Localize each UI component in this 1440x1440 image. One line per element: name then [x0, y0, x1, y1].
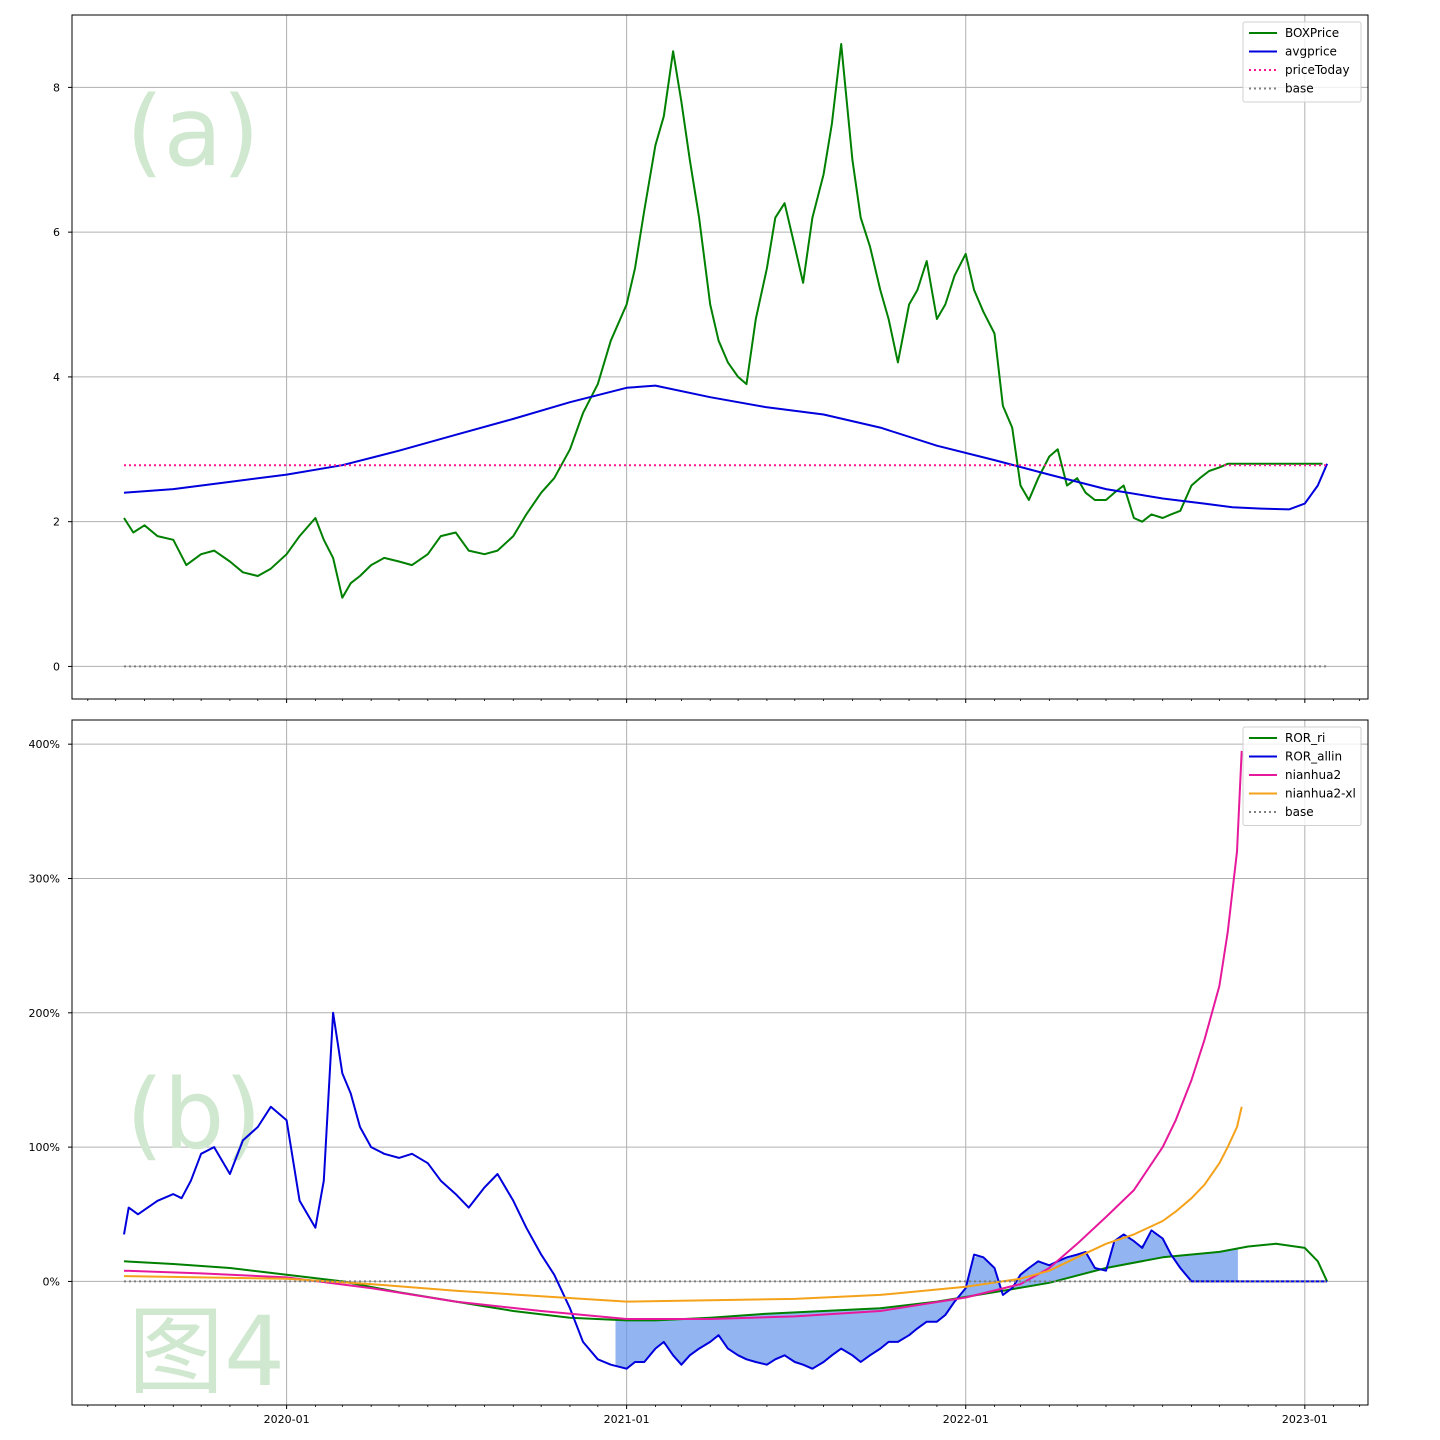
y-tick-label: 300% — [29, 872, 60, 885]
legend-label: ROR_ri — [1285, 731, 1325, 745]
figure-caption: 图4 — [128, 1296, 285, 1408]
panel-a: 0 2 4 6 8 (a) BOXPrice avgprice priceToday base — [53, 14, 1369, 703]
y-tick-label: 2 — [53, 516, 60, 529]
legend-label: base — [1285, 82, 1314, 96]
y-tick-label: 400% — [29, 738, 60, 751]
y-tick-label: 0% — [43, 1275, 60, 1288]
legend-label: priceToday — [1285, 63, 1350, 77]
legend-label: nianhua2 — [1285, 768, 1341, 782]
fill-between-area — [615, 1232, 1238, 1369]
series-line-nianhua2 — [123, 750, 1243, 1320]
panel-b: 0% 100% 200% 300% 400% (b) 2020-01 2021-01 2022-… — [29, 719, 1369, 1426]
series-line-nianhua2-xl — [123, 1106, 1243, 1303]
x-tick-label: 2022-01 — [943, 1413, 989, 1426]
y-tick-label: 100% — [29, 1141, 60, 1154]
plot-area — [123, 43, 1329, 668]
legend-box — [1242, 726, 1362, 826]
panel-label: (b) — [126, 1059, 262, 1171]
series-line-boxprice — [123, 43, 1323, 599]
y-tick-label: 0 — [53, 660, 60, 673]
legend-label: BOXPrice — [1285, 26, 1339, 40]
legend-label: base — [1285, 805, 1314, 819]
axes-frame — [71, 719, 1369, 1406]
x-tick-label: 2023-01 — [1282, 1413, 1328, 1426]
series-line-ror-allin — [123, 1011, 1328, 1370]
y-tick-label: 200% — [29, 1007, 60, 1020]
x-tick-label: 2021-01 — [604, 1413, 650, 1426]
panel-label: (a) — [126, 76, 260, 188]
y-tick-label: 6 — [53, 226, 60, 239]
y-tick-label: 8 — [53, 81, 60, 94]
axes-frame — [71, 14, 1369, 700]
legend-label: nianhua2-xl — [1285, 787, 1356, 801]
series-line-avgprice — [123, 384, 1329, 511]
y-tick-label: 4 — [53, 371, 60, 384]
legend-label: ROR_allin — [1285, 750, 1342, 764]
plot-area — [123, 750, 1329, 1370]
x-tick-label: 2020-01 — [264, 1413, 310, 1426]
legend-label: avgprice — [1285, 45, 1337, 59]
legend-box — [1242, 21, 1362, 103]
